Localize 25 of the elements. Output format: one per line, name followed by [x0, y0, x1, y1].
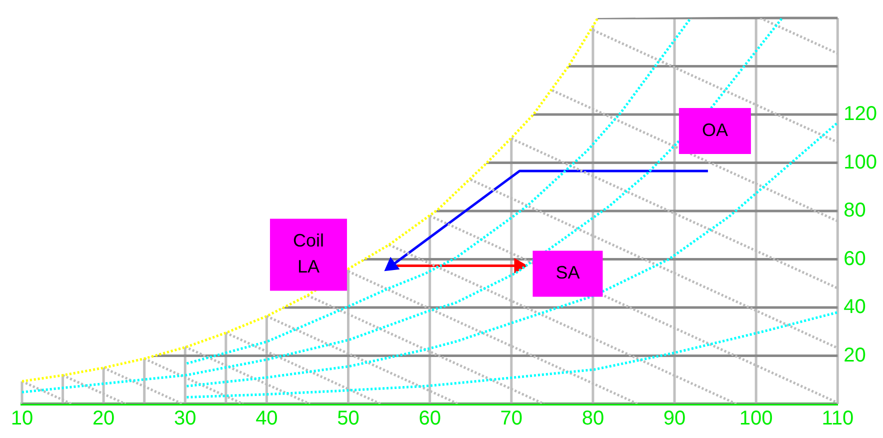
y-tick-label: 40: [844, 296, 866, 318]
x-tick-label: 110: [822, 408, 854, 430]
x-tick-label: 20: [92, 408, 115, 430]
x-tick-label: 100: [739, 408, 773, 430]
x-tick-label: 70: [500, 408, 523, 430]
y-tick-label: 100: [844, 151, 878, 174]
y-tick-label: 20: [844, 344, 866, 366]
x-tick-label: 90: [663, 408, 686, 430]
line-series: [186, 18, 692, 365]
x-tick-label: 30: [174, 408, 196, 430]
x-tick-label: 40: [256, 408, 278, 430]
line-series: [22, 18, 600, 383]
x-tick-label: 60: [418, 408, 441, 430]
y-tick-label: 80: [844, 200, 866, 222]
line-series: [22, 18, 784, 394]
x-tick-label: 80: [582, 408, 604, 430]
x-tick-label: 50: [337, 408, 360, 430]
y-tick-label: 120: [844, 103, 878, 126]
line-series: [186, 311, 838, 398]
annotation: Coil LA: [292, 230, 324, 277]
line-series: [186, 121, 838, 388]
annotation: SA: [556, 262, 580, 283]
annotation: OA: [702, 120, 728, 140]
x-tick-label: 10: [10, 408, 34, 430]
y-tick-label: 60: [844, 248, 866, 270]
